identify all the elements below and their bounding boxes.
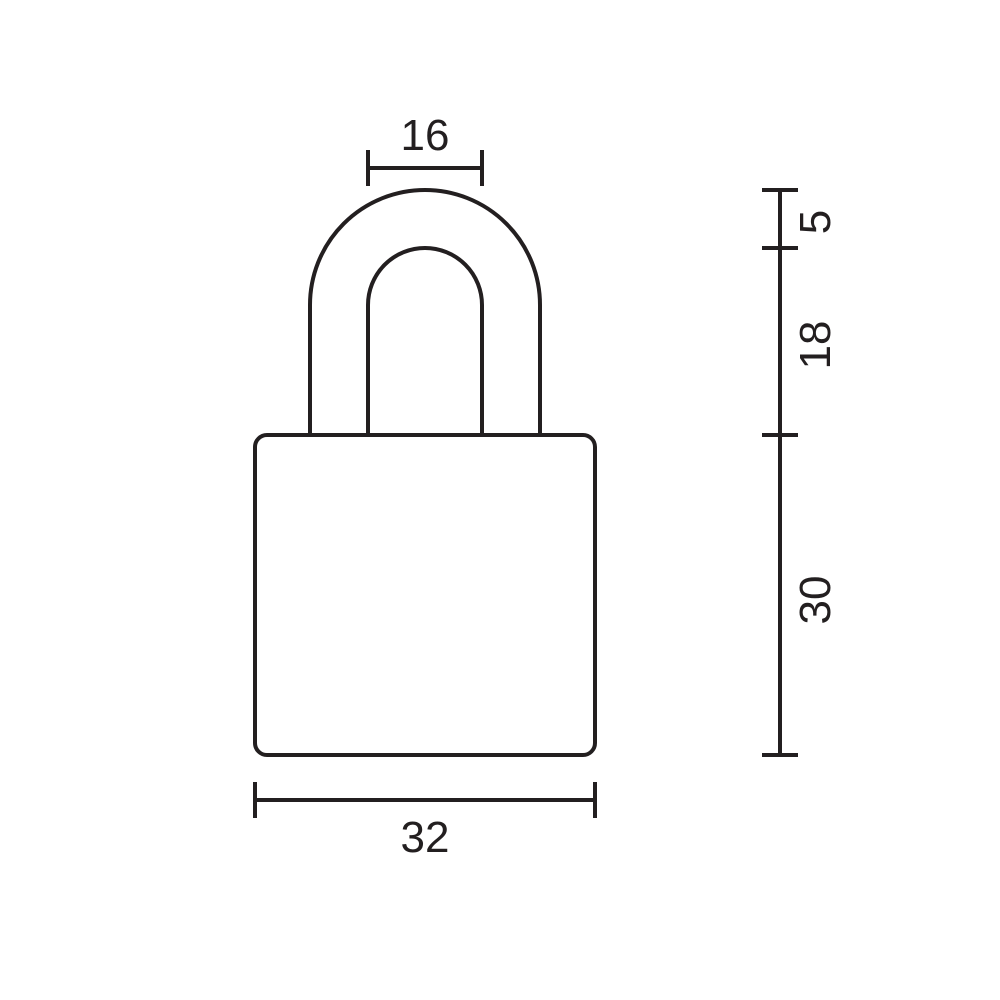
- dim-label-shackle-thickness: 5: [791, 210, 840, 234]
- dim-label-body-height: 30: [791, 576, 840, 625]
- padlock-body: [255, 435, 595, 755]
- padlock-shackle: [310, 190, 540, 435]
- dim-label-shackle-clearance: 18: [791, 321, 840, 370]
- dim-label-body-width: 32: [401, 813, 450, 862]
- dim-label-shackle-width: 16: [401, 111, 450, 160]
- padlock-technical-drawing: 16 32 5 18 30: [0, 0, 1000, 1000]
